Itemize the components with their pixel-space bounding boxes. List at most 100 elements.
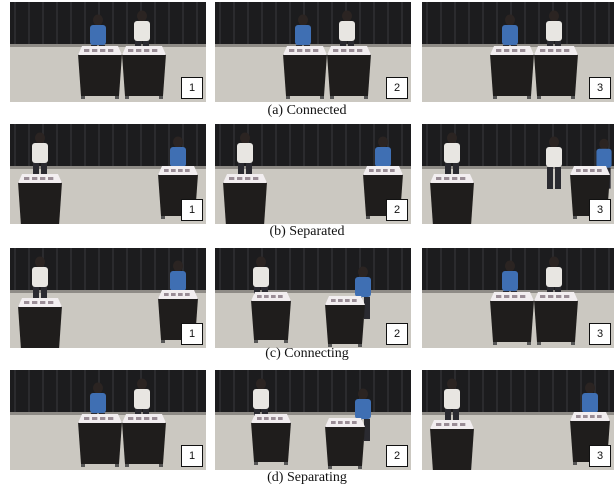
desk-cabinet	[430, 182, 474, 224]
desk-wheel	[159, 96, 163, 99]
curtain-fold	[247, 2, 249, 44]
display-item	[576, 169, 581, 172]
person-torso	[170, 271, 186, 291]
display-item	[245, 177, 251, 180]
desk-wheel	[358, 466, 362, 469]
curtain-fold	[373, 248, 375, 290]
desk-cabinet	[430, 428, 474, 470]
display-item	[178, 169, 183, 172]
desk	[430, 420, 474, 470]
display-item	[152, 417, 158, 420]
display-item	[185, 169, 190, 172]
curtain-fold	[345, 124, 347, 166]
desk-wheel	[125, 464, 129, 467]
display-item	[40, 177, 46, 180]
desk-cabinet	[534, 300, 578, 342]
desk	[430, 174, 474, 224]
curtain-fold	[154, 2, 156, 44]
display-item	[48, 177, 54, 180]
person-leg	[547, 167, 553, 189]
curtain-fold	[387, 248, 389, 290]
photo-connected-3	[422, 2, 614, 102]
desk-wheel	[81, 96, 85, 99]
person-head	[447, 132, 457, 144]
curtain-fold	[196, 248, 198, 290]
curtain-fold	[538, 370, 540, 412]
display-item	[32, 177, 38, 180]
curtain-fold	[275, 370, 277, 412]
desk-wheel	[573, 462, 577, 465]
curtain-fold	[594, 124, 596, 166]
desk-wheel	[571, 96, 575, 99]
desk-cabinet	[325, 304, 365, 344]
display-item	[297, 49, 303, 52]
row-separating: 1 2 3 (d) Separating	[0, 368, 614, 490]
person-torso	[134, 21, 150, 41]
curtain-fold	[454, 248, 456, 290]
curtain-fold	[219, 370, 221, 412]
curtain-fold	[317, 248, 319, 290]
curtain-fold	[496, 2, 498, 44]
curtain-fold	[524, 124, 526, 166]
desk-wheel	[527, 96, 531, 99]
desk-cabinet	[283, 54, 327, 96]
curtain-fold	[608, 370, 610, 412]
photo-separating-3	[422, 370, 614, 470]
person-head	[358, 266, 368, 278]
person-torso	[444, 143, 460, 163]
curtain-fold	[219, 2, 221, 44]
curtain-fold	[345, 370, 347, 412]
curtain-fold	[317, 124, 319, 166]
display-item	[144, 417, 150, 420]
person-torso	[90, 393, 106, 413]
panel-connecting-2: 2	[215, 248, 411, 348]
curtain-fold	[112, 370, 114, 412]
desk	[78, 46, 122, 99]
display-item	[100, 417, 106, 420]
floor-edge	[215, 44, 411, 47]
curtain-fold	[566, 248, 568, 290]
curtain-fold	[98, 124, 100, 166]
curtain-fold	[580, 124, 582, 166]
person-leg	[364, 419, 370, 441]
display-item	[338, 299, 343, 302]
desk	[325, 418, 365, 469]
curtain-fold	[182, 2, 184, 44]
display-item	[444, 177, 450, 180]
curtain-fold	[331, 2, 333, 44]
display-item	[108, 49, 114, 52]
floor-edge	[10, 166, 206, 169]
floor-edge	[422, 166, 614, 169]
display-item	[331, 299, 336, 302]
panel-separated-1: 1	[10, 124, 206, 224]
person-head	[549, 256, 559, 268]
display-item	[512, 49, 518, 52]
display-item	[84, 417, 90, 420]
person-head	[298, 14, 308, 26]
desk	[251, 292, 291, 343]
curtain-fold	[359, 124, 361, 166]
display-item	[341, 49, 347, 52]
display-item	[383, 169, 388, 172]
display-item	[92, 49, 98, 52]
person-torso	[32, 267, 48, 287]
subfigure-caption: (a) Connected	[267, 103, 347, 118]
curtain-fold	[468, 124, 470, 166]
curtain-fold	[580, 2, 582, 44]
curtain-fold	[594, 370, 596, 412]
person-torso	[502, 271, 518, 291]
display-item	[376, 169, 381, 172]
desk-cabinet	[18, 306, 62, 348]
display-item	[504, 49, 510, 52]
curtain-fold	[84, 370, 86, 412]
curtain-fold	[28, 370, 30, 412]
row-connecting: 1 2 3 (c) Connecting	[0, 246, 614, 368]
display-item	[496, 49, 502, 52]
desk-cabinet	[325, 426, 365, 466]
desk-wheel	[328, 466, 332, 469]
curtain-fold	[468, 248, 470, 290]
display-item	[564, 295, 570, 298]
display-item	[444, 423, 450, 426]
person-head	[173, 136, 183, 148]
desk-cabinet	[534, 54, 578, 96]
